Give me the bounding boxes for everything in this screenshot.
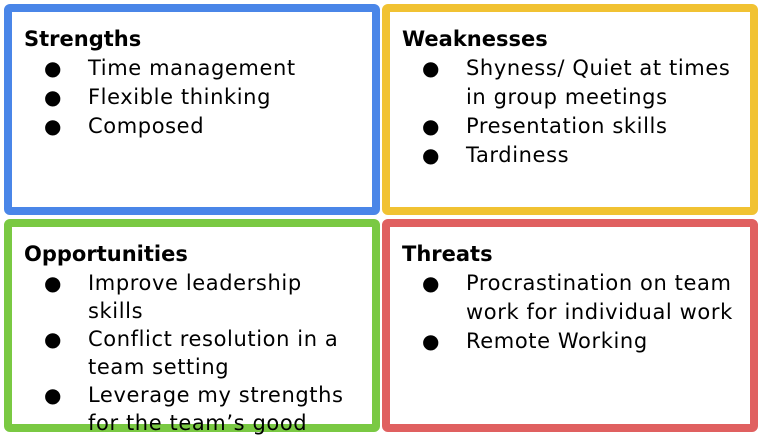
bullet-icon: ● xyxy=(44,383,63,407)
strengths-quadrant: Strengths ● Time management ● Flexible thi… xyxy=(4,4,380,215)
list-item-text: Tardiness xyxy=(466,143,570,167)
bullet-icon: ● xyxy=(422,143,441,167)
bullet-icon: ● xyxy=(422,271,441,295)
weaknesses-list: ● Shyness/ Quiet at times in group meetin… xyxy=(402,54,738,170)
strengths-list: ● Time management ● Flexible thinking ● Com… xyxy=(24,54,360,141)
bullet-icon: ● xyxy=(44,271,63,295)
list-item: ● Leverage my strengths for the team’s go… xyxy=(24,381,360,437)
list-item-text: Composed xyxy=(88,114,205,138)
list-item-text: Shyness/ Quiet at times in group meeting… xyxy=(466,56,731,109)
bullet-icon: ● xyxy=(44,327,63,351)
opportunities-quadrant: Opportunities ● Improve leadership skills… xyxy=(4,219,380,435)
threats-quadrant: Threats ● Procrastination on team work fo… xyxy=(382,219,758,432)
list-item-text: Improve leadership skills xyxy=(88,271,302,323)
list-item: ● Shyness/ Quiet at times in group meetin… xyxy=(402,54,738,112)
list-item: ● Improve leadership skills xyxy=(24,269,360,325)
list-item: ● Composed xyxy=(24,112,360,141)
list-item-text: Remote Working xyxy=(466,329,648,353)
weaknesses-title: Weaknesses xyxy=(402,27,548,51)
list-item-text: Procrastination on team work for individ… xyxy=(466,271,733,324)
list-item-text: Leverage my strengths for the team’s goo… xyxy=(88,383,344,435)
list-item-text: Flexible thinking xyxy=(88,85,272,109)
list-item-text: Time management xyxy=(88,56,296,80)
bullet-icon: ● xyxy=(422,329,441,353)
bullet-icon: ● xyxy=(44,114,63,138)
list-item: ● Tardiness xyxy=(402,141,738,170)
bullet-icon: ● xyxy=(422,114,441,138)
list-item: ● Remote Working xyxy=(402,327,738,356)
list-item: ● Procrastination on team work for indivi… xyxy=(402,269,738,327)
list-item: ● Conflict resolution in a team setting xyxy=(24,325,360,381)
opportunities-title: Opportunities xyxy=(24,242,188,266)
strengths-title: Strengths xyxy=(24,27,142,51)
threats-list: ● Procrastination on team work for indivi… xyxy=(402,269,738,356)
weaknesses-quadrant: Weaknesses ● Shyness/ Quiet at times in g… xyxy=(382,4,758,215)
bullet-icon: ● xyxy=(44,85,63,109)
opportunities-list: ● Improve leadership skills ● Conflict res… xyxy=(24,269,360,437)
threats-title: Threats xyxy=(402,242,493,266)
list-item: ● Flexible thinking xyxy=(24,83,360,112)
bullet-icon: ● xyxy=(44,56,63,80)
bullet-icon: ● xyxy=(422,56,441,80)
list-item: ● Time management xyxy=(24,54,360,83)
list-item-text: Presentation skills xyxy=(466,114,668,138)
list-item-text: Conflict resolution in a team setting xyxy=(88,327,339,379)
list-item: ● Presentation skills xyxy=(402,112,738,141)
